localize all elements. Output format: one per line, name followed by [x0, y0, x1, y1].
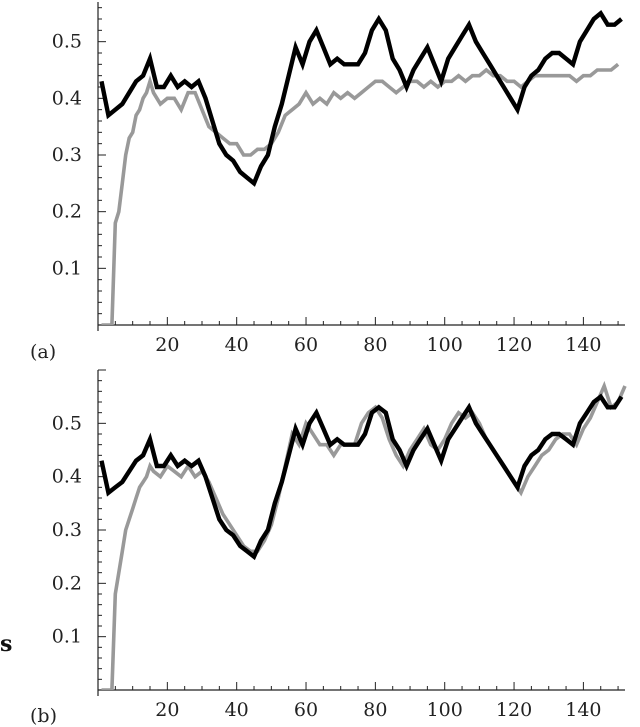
side-label: s	[0, 631, 12, 657]
x-tick-label: 20	[155, 334, 179, 356]
y-tick-label: 0.2	[52, 201, 82, 223]
x-tick-label: 40	[225, 699, 249, 721]
series-line-gray	[101, 380, 627, 690]
x-tick-label: 60	[294, 334, 318, 356]
x-tick-label: 40	[225, 334, 249, 356]
x-tick-label: 80	[363, 699, 387, 721]
x-tick-label: 120	[496, 334, 532, 356]
panel-b-label: (b)	[30, 705, 57, 727]
y-tick-label: 0.4	[52, 466, 82, 488]
series-line-gray	[101, 62, 620, 325]
y-tick-label: 0.5	[52, 31, 82, 53]
panel-a-chart: 20 40 60 80 100 120 140 0.1 0.2 0.3 0.4 0.5	[52, 2, 625, 356]
y-tick-label: 0.2	[52, 572, 82, 594]
x-tick-label: 80	[363, 334, 387, 356]
x-tick-label: 60	[294, 699, 318, 721]
x-tick-label: 20	[155, 699, 179, 721]
y-tick-label: 0.5	[52, 412, 82, 434]
x-tick-label: 100	[427, 334, 463, 356]
y-tick-label: 0.3	[52, 519, 82, 541]
series-line-black	[99, 393, 624, 561]
series-line-black	[99, 9, 623, 187]
x-tick-label: 140	[565, 699, 601, 721]
x-tick-label: 120	[496, 699, 532, 721]
y-tick-label: 0.1	[52, 257, 82, 279]
x-tick-label: 140	[565, 334, 601, 356]
panel-a-label: (a)	[30, 341, 56, 363]
x-tick-label: 100	[427, 699, 463, 721]
y-tick-label: 0.4	[52, 87, 82, 109]
y-tick-label: 0.3	[52, 144, 82, 166]
panel-b-chart: 20 40 60 80 100 120 140 0.1 0.2 0.3 0.4 0.5	[52, 369, 627, 721]
y-tick-label: 0.1	[52, 626, 82, 648]
